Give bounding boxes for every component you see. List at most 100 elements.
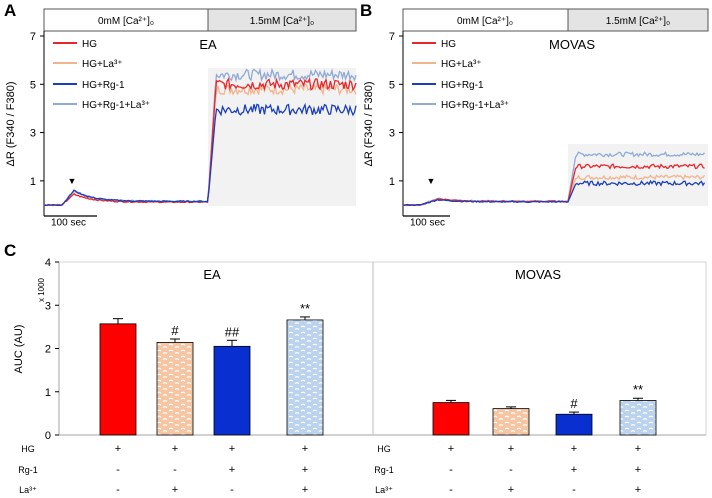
panel-a: 0mM [Ca²⁺]₀ 1.5mM [Ca²⁺]₀ 1 3 5 7 ΔR (F340 … [5, 8, 357, 228]
y-tick-label-a: 5 [30, 79, 36, 91]
bar-movas-hg-rg-1-la [619, 399, 657, 436]
panel-label-a: A [4, 1, 16, 20]
design-cell: - [230, 484, 234, 496]
design-cell: - [572, 484, 576, 496]
y-tick-label-b: 5 [389, 79, 395, 91]
design-cell: + [635, 484, 641, 496]
traces-b [402, 151, 706, 207]
panel-label-c: C [4, 241, 16, 260]
bar-movas-hg-rg-1 [555, 413, 593, 436]
design-cell: - [173, 464, 177, 476]
design-row-label-la: La³⁺ [19, 485, 37, 495]
y-axis-title-b: ΔR (F340 / F380) [363, 82, 375, 167]
design-cell: - [449, 464, 453, 476]
design-row-label-rg-1: Rg-1 [374, 465, 394, 475]
y-tick-label-c: 3 [45, 300, 51, 312]
y-ticks-a: 1 3 5 7 [30, 31, 44, 188]
stimulus-marker-a: ▼ [68, 176, 77, 186]
y-ticks-c: 0 1 2 3 4 [45, 257, 59, 442]
bar-movas-hg-la [492, 408, 530, 436]
significance-ea-hg-la: # [171, 323, 179, 338]
design-cell: + [508, 484, 514, 496]
legend-label-hg-b: HG [441, 39, 456, 50]
panel-b: 0mM [Ca²⁺]₀ 1.5mM [Ca²⁺]₀ 1 3 5 7 ΔR (F340 … [363, 8, 709, 228]
design-cell: - [116, 464, 120, 476]
design-row-label-rg-1: Rg-1 [18, 465, 38, 475]
design-cell: + [571, 464, 577, 476]
design-cell: + [115, 443, 121, 455]
y-tick-label-b: 3 [389, 128, 395, 140]
condition-box-ca-a [207, 8, 357, 32]
legend-a: HG HG+La³⁺ HG+Rg-1 HG+Rg-1+La³⁺ [53, 39, 150, 111]
design-row-label-hg: HG [21, 444, 35, 454]
design-cell: + [229, 464, 235, 476]
y-tick-label-b: 1 [389, 176, 395, 188]
bar-ea-hg-la [156, 342, 194, 436]
chart-title-a: EA [199, 37, 217, 52]
design-cell: + [448, 443, 454, 455]
design-cell: + [229, 443, 235, 455]
y-axis-title-a: ΔR (F340 / F380) [5, 82, 17, 167]
traces-a [43, 67, 357, 207]
y-axis-title-c: AUC (AU) [13, 325, 25, 374]
legend-label-hg-a: HG [82, 39, 97, 50]
condition-label-zero-b: 0mM [Ca²⁺]₀ [457, 16, 513, 27]
time-scale-label-b: 100 sec [410, 217, 445, 228]
design-cell: + [571, 443, 577, 455]
bar-ea-hg-rg-1 [213, 345, 251, 436]
significance-movas-hg-rg-1-la: ** [633, 382, 643, 397]
legend-label-hg-rg-la-b: HG+Rg-1+La³⁺ [441, 100, 509, 111]
trace-hg-a [43, 76, 357, 207]
design-cell: + [172, 484, 178, 496]
design-cell: + [508, 443, 514, 455]
design-cell: - [449, 484, 453, 496]
trace-hg-rg-1-b [402, 179, 706, 207]
design-cell: + [302, 464, 308, 476]
y-scale-note-c: x 1000 [37, 277, 46, 302]
y-tick-label-c: 0 [45, 430, 51, 442]
y-tick-label-c: 2 [45, 344, 51, 356]
y-ticks-b: 1 3 5 7 [389, 31, 403, 188]
design-cell: + [172, 443, 178, 455]
legend-label-hg-rg-a: HG+Rg-1 [82, 80, 125, 91]
legend-label-hg-la-a: HG+La³⁺ [82, 59, 123, 70]
bars-c: # ##**#** [99, 301, 657, 436]
legend-label-hg-la-b: HG+La³⁺ [441, 59, 482, 70]
condition-label-ca-b: 1.5mM [Ca²⁺]₀ [606, 16, 670, 27]
chart-title-b: MOVAS [549, 37, 595, 52]
trace-hg-b [402, 163, 705, 207]
y-tick-label-c: 4 [45, 257, 51, 269]
y-tick-label-c: 1 [45, 387, 51, 399]
y-tick-label-a: 3 [30, 128, 36, 140]
design-table: HG + + + + HG + + + + Rg-1 - - + + Rg-1 - - + + La³⁺ - + - + La³⁺… [18, 443, 641, 496]
bar-movas-hg [432, 402, 470, 436]
design-row-label-la: La³⁺ [375, 485, 393, 495]
trace-hg-rg-1-a [43, 102, 357, 207]
significance-ea-hg-rg-1: ## [225, 324, 240, 339]
y-tick-label-a: 7 [30, 31, 36, 43]
design-cell: - [509, 464, 513, 476]
condition-label-zero-a: 0mM [Ca²⁺]₀ [98, 16, 154, 27]
y-tick-label-a: 1 [30, 176, 36, 188]
y-tick-label-b: 7 [389, 31, 395, 43]
design-cell: + [302, 443, 308, 455]
legend-label-hg-rg-la-a: HG+Rg-1+La³⁺ [82, 100, 150, 111]
plot-frame-c [58, 261, 707, 436]
legend-label-hg-rg-b: HG+Rg-1 [441, 80, 484, 91]
design-cell: + [302, 484, 308, 496]
group-title-movas: MOVAS [515, 267, 561, 282]
condition-box-ca-b [567, 8, 709, 32]
stimulus-marker-b: ▼ [427, 176, 436, 186]
panel-label-b: B [360, 1, 372, 20]
design-row-label-hg: HG [377, 444, 391, 454]
group-title-ea: EA [203, 267, 221, 282]
significance-ea-hg-rg-1-la: ** [300, 301, 310, 316]
significance-movas-hg-rg-1: # [570, 396, 578, 411]
design-cell: - [116, 484, 120, 496]
bar-ea-hg [99, 323, 137, 436]
legend-b: HG HG+La³⁺ HG+Rg-1 HG+Rg-1+La³⁺ [412, 39, 509, 111]
design-cell: + [635, 464, 641, 476]
design-cell: + [635, 443, 641, 455]
time-scale-label-a: 100 sec [51, 217, 86, 228]
